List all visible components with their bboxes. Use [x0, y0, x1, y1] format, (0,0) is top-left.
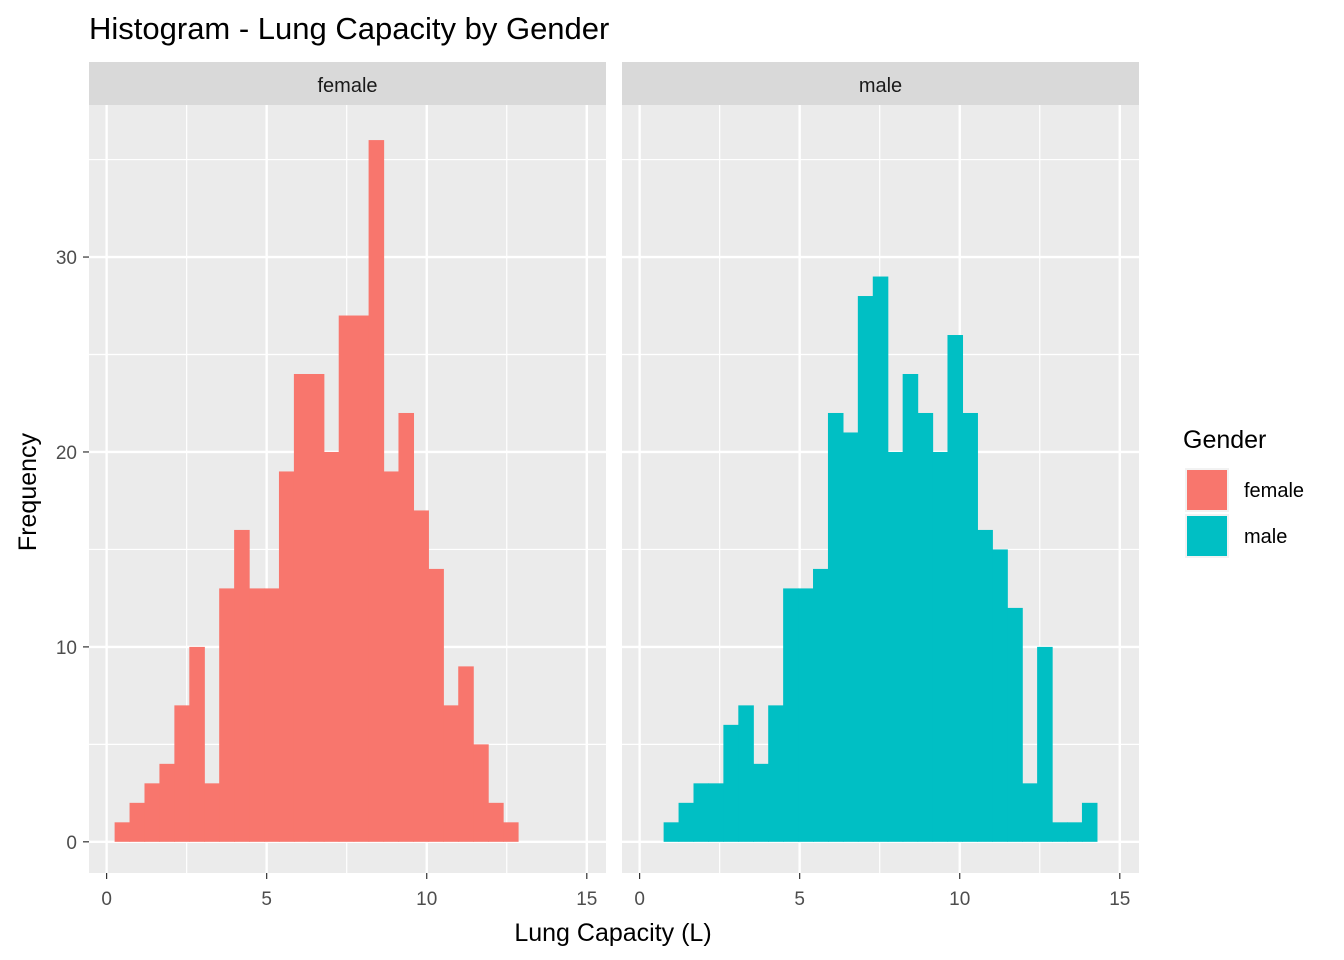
histogram-bar: [398, 412, 415, 842]
x-axis-title: Lung Capacity (L): [514, 919, 711, 947]
legend-label: female: [1244, 480, 1304, 502]
histogram-bar: [932, 451, 949, 842]
histogram-bar: [443, 705, 459, 842]
histogram-bar: [678, 802, 695, 842]
histogram-bar: [368, 140, 385, 842]
histogram-bar: [428, 568, 444, 842]
histogram-bar: [738, 705, 754, 842]
legend-item-male: male: [1185, 514, 1287, 558]
histogram-bar: [827, 412, 844, 842]
x-tick-label: 15: [1109, 889, 1130, 910]
legend-swatch: [1187, 516, 1227, 556]
histogram-bar: [458, 666, 474, 842]
histogram-bar: [503, 822, 519, 842]
facet-strip: [622, 62, 1139, 105]
facet-strip-label: male: [859, 75, 902, 97]
histogram-bar: [473, 744, 489, 842]
x-tick-label: 5: [794, 889, 805, 910]
histogram-bar: [1052, 822, 1068, 842]
histogram-bar: [663, 822, 680, 842]
facet-strip-label: female: [317, 75, 377, 97]
x-tick-label: 5: [261, 889, 272, 910]
histogram-bar: [338, 315, 355, 842]
histogram-bar: [308, 373, 325, 842]
histogram-bar: [917, 412, 934, 842]
chart-title: Histogram - Lung Capacity by Gender: [89, 11, 609, 46]
histogram-bar: [753, 763, 769, 842]
histogram-bar: [1081, 802, 1098, 842]
legend-items: female male: [1185, 468, 1304, 558]
histogram-bar: [783, 588, 799, 842]
histogram-bar: [947, 335, 964, 842]
histogram-bar: [768, 705, 784, 842]
histogram-bar: [842, 432, 859, 842]
panel-male: male 0 5 10 15: [622, 62, 1139, 910]
histogram-bar: [813, 568, 829, 842]
x-tick-label: 10: [416, 889, 437, 910]
histogram-bar: [264, 588, 280, 842]
histogram-bar: [293, 373, 310, 842]
histogram-bar: [693, 783, 710, 842]
legend-label: male: [1244, 526, 1287, 548]
histogram-bar: [798, 588, 814, 842]
histogram-bar: [204, 783, 220, 842]
histogram-bar: [114, 822, 131, 842]
y-tick-label: 10: [56, 638, 77, 659]
histogram-bar: [887, 451, 904, 842]
histogram-bar: [1037, 646, 1053, 842]
legend-title: Gender: [1183, 426, 1266, 454]
histogram-bar: [383, 471, 400, 842]
x-tick-label: 15: [576, 889, 597, 910]
x-tick-label: 0: [101, 889, 112, 910]
histogram-bar: [977, 529, 993, 842]
y-tick-label: 20: [56, 443, 77, 464]
histogram-bar: [189, 646, 205, 842]
histogram-bar: [159, 763, 175, 842]
histogram-bar: [1007, 607, 1023, 842]
legend-swatch: [1187, 470, 1227, 510]
histogram-bar: [708, 783, 724, 842]
histogram-bar: [413, 510, 429, 842]
histogram-bar: [144, 783, 161, 842]
histogram-bar: [1022, 783, 1038, 842]
histogram-bar: [992, 549, 1008, 842]
histogram-bar: [323, 451, 340, 842]
histogram-bar: [353, 315, 370, 842]
x-tick-label: 10: [949, 889, 970, 910]
y-axis-title: Frequency: [14, 432, 42, 551]
x-tick-label: 0: [634, 889, 645, 910]
histogram-bar: [278, 471, 295, 842]
legend: Gender female male: [1183, 426, 1304, 558]
histogram-bar: [902, 373, 919, 842]
facet-strip: [89, 62, 606, 105]
legend-item-female: female: [1185, 468, 1304, 512]
y-tick-label: 0: [66, 833, 77, 854]
histogram-bar: [234, 529, 250, 842]
histogram-bar: [723, 724, 739, 842]
histogram-bar: [488, 802, 504, 842]
y-tick-label: 30: [56, 248, 77, 269]
histogram-bar: [962, 412, 978, 842]
histogram-bar: [219, 588, 235, 842]
histogram-bar: [174, 705, 190, 842]
histogram-bar: [1067, 822, 1083, 842]
histogram-bar: [129, 802, 146, 842]
histogram-bar: [872, 276, 889, 842]
panels: female 0 5 10 15 0 10 20 30 male 0 5 10 15: [56, 62, 1139, 910]
panel-female: female 0 5 10 15 0 10 20 30: [56, 62, 606, 910]
histogram-bar: [857, 296, 874, 842]
histogram-bar: [249, 588, 265, 842]
